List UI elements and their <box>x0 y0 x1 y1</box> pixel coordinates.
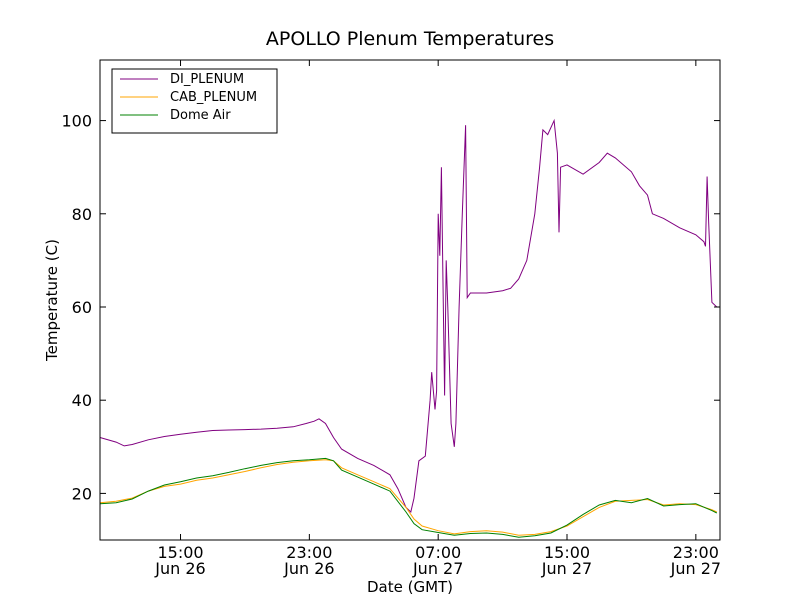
y-tick-label: 40 <box>72 391 92 410</box>
legend-box <box>111 68 278 134</box>
x-tick-label-date: Jun 27 <box>541 559 592 578</box>
legend-label: CAB_PLENUM <box>170 90 257 105</box>
x-tick-label-time: 07:00 <box>415 543 461 562</box>
chart-title: APOLLO Plenum Temperatures <box>266 28 554 50</box>
x-axis-title: Date (GMT) <box>367 578 453 596</box>
plot-area <box>99 118 718 538</box>
y-axis-title: Temperature (C) <box>43 239 61 362</box>
plot-frame <box>99 59 721 541</box>
legend: DI_PLENUM CAB_PLENUM Dome Air <box>111 68 278 134</box>
y-tick-label: 80 <box>72 205 92 224</box>
y-tick-label: 60 <box>72 298 92 317</box>
series-line-cab-plenum <box>99 459 718 536</box>
x-tick-label-date: Jun 26 <box>283 559 334 578</box>
y-tick-label: 20 <box>72 484 92 503</box>
legend-label: DI_PLENUM <box>170 72 244 87</box>
y-tick-label: 100 <box>61 112 92 131</box>
series-line-dome-air <box>99 457 718 538</box>
x-tick-label-time: 15:00 <box>157 543 203 562</box>
x-tick-label-date: Jun 26 <box>154 559 205 578</box>
series-line-di-plenum <box>99 118 718 513</box>
x-tick-label-date: Jun 27 <box>412 559 463 578</box>
x-tick-label-time: 23:00 <box>286 543 332 562</box>
x-tick-label-time: 15:00 <box>544 543 590 562</box>
x-tick-label-date: Jun 27 <box>670 559 721 578</box>
x-tick-label-time: 23:00 <box>673 543 719 562</box>
legend-label: Dome Air <box>170 108 231 123</box>
